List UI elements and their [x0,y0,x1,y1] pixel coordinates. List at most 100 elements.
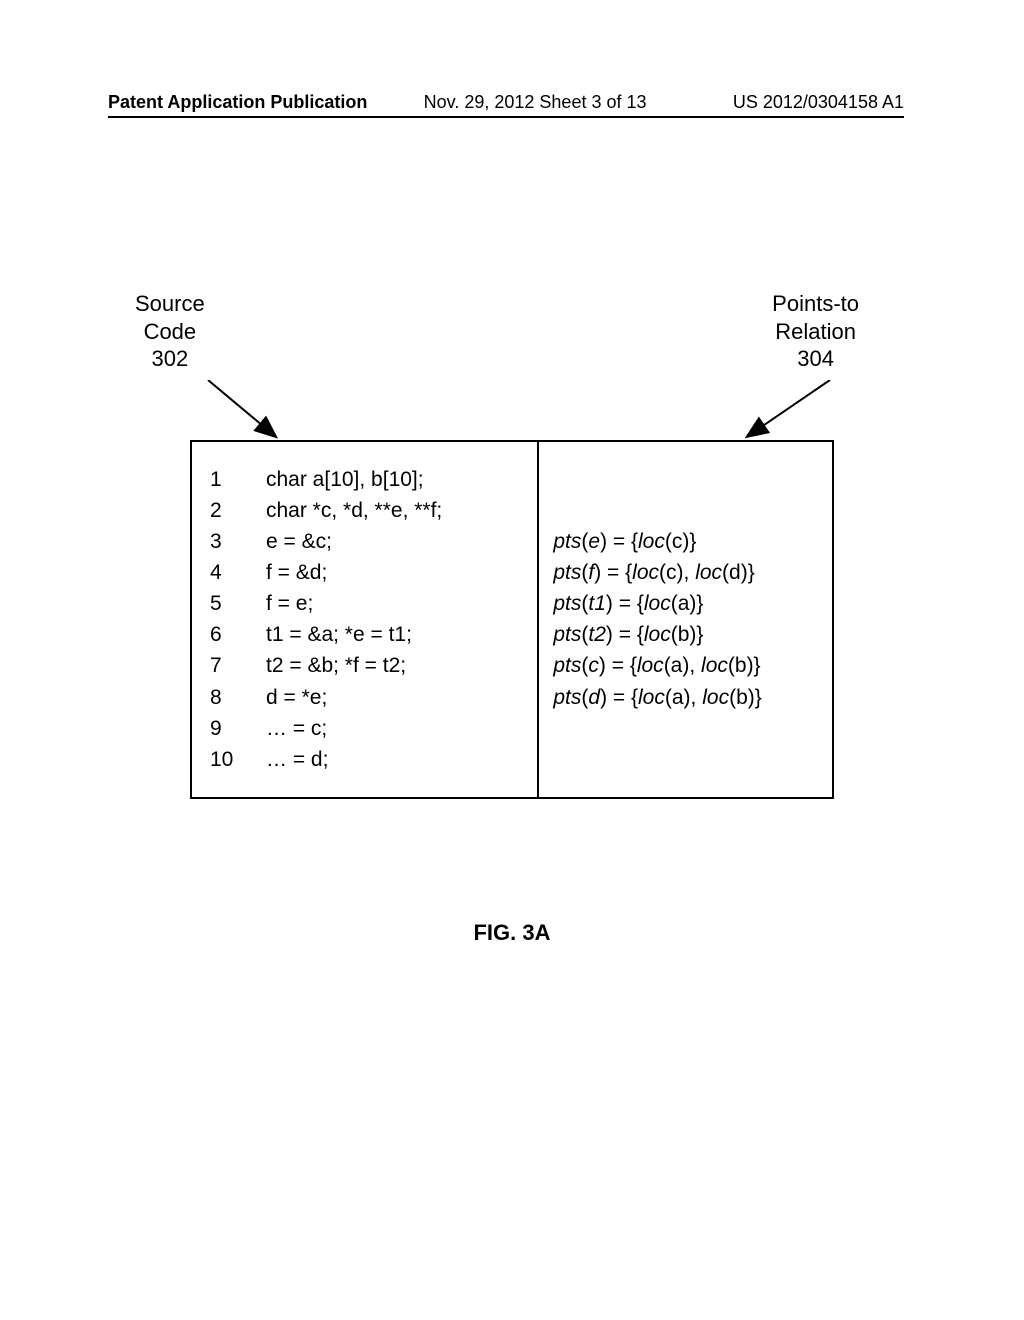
header-rule [108,116,904,118]
page-header: Patent Application Publication Nov. 29, … [0,92,1024,113]
line-number: 2 [210,495,266,526]
paren: ) [606,592,613,615]
pts-line: pts(e) = {loc(c)} [553,526,822,557]
code-text: char a[10], b[10]; [266,464,424,495]
code-text: d = *e; [266,682,327,713]
code-text: e = &c; [266,526,332,557]
loc-fn: loc [644,623,671,646]
loc-arg: (c)} [665,530,697,553]
line-number: 3 [210,526,266,557]
loc-arg: (b)} [671,623,704,646]
pts-fn: pts [553,592,581,615]
loc-arg: (b)} [729,686,762,709]
code-text: f = e; [266,588,313,619]
pts-line: pts(t1) = {loc(a)} [553,588,822,619]
arrow-right [748,380,830,436]
code-line: 6t1 = &a; *e = t1; [210,619,525,650]
pts-fn: pts [553,530,581,553]
pts-var: c [588,654,599,677]
label-text: Code [144,319,197,344]
pts-blank [553,495,822,526]
loc-fn: loc [702,686,729,709]
brace: { [631,686,638,709]
loc-fn: loc [695,561,722,584]
loc-fn: loc [638,530,665,553]
code-text: … = c; [266,713,327,744]
eq: = [601,561,625,584]
code-text: t2 = &b; *f = t2; [266,650,406,681]
eq: = [613,623,637,646]
label-text: Points-to [772,291,859,316]
loc-arg: (a)} [671,592,704,615]
code-text: char *c, *d, **e, **f; [266,495,442,526]
code-line: 3e = &c; [210,526,525,557]
pts-line: pts(c) = {loc(a), loc(b)} [553,650,822,681]
paren: ) [606,623,613,646]
line-number: 6 [210,619,266,650]
label-text: Source [135,291,205,316]
brace: { [637,623,644,646]
brace: { [631,530,638,553]
header-right: US 2012/0304158 A1 [733,92,904,113]
pts-fn: pts [553,654,581,677]
line-number: 5 [210,588,266,619]
label-text: 304 [797,346,834,371]
paren: ) [600,530,607,553]
code-text: f = &d; [266,557,327,588]
points-to-panel: pts(e) = {loc(c)} pts(f) = {loc(c), loc(… [537,442,832,797]
code-line: 8d = *e; [210,682,525,713]
pts-var: t1 [588,592,606,615]
pts-line: pts(d) = {loc(a), loc(b)} [553,682,822,713]
loc-fn: loc [644,592,671,615]
code-line: 9… = c; [210,713,525,744]
brace: { [637,592,644,615]
code-line: 1char a[10], b[10]; [210,464,525,495]
pts-var: t2 [588,623,606,646]
eq: = [607,686,631,709]
header-left: Patent Application Publication [108,92,367,113]
header-center: Nov. 29, 2012 Sheet 3 of 13 [367,92,732,113]
line-number: 4 [210,557,266,588]
loc-arg: (a), [664,654,701,677]
paren: ) [599,654,606,677]
pts-fn: pts [553,623,581,646]
code-line: 5f = e; [210,588,525,619]
figure-caption: FIG. 3A [0,920,1024,946]
eq: = [607,530,631,553]
arrow-left [208,380,275,436]
pts-line: pts(f) = {loc(c), loc(d)} [553,557,822,588]
eq: = [606,654,630,677]
pts-fn: pts [553,686,581,709]
source-code-label: Source Code 302 [135,290,205,373]
pts-var: d [588,686,600,709]
loc-fn: loc [638,686,665,709]
line-number: 7 [210,650,266,681]
pts-line: pts(t2) = {loc(b)} [553,619,822,650]
label-text: 302 [152,346,189,371]
code-text: t1 = &a; *e = t1; [266,619,412,650]
content-box: 1char a[10], b[10]; 2char *c, *d, **e, *… [190,440,834,799]
loc-fn: loc [632,561,659,584]
eq: = [613,592,637,615]
code-text: … = d; [266,744,328,775]
code-line: 10… = d; [210,744,525,775]
line-number: 8 [210,682,266,713]
loc-fn: loc [637,654,664,677]
line-number: 9 [210,713,266,744]
paren: ) [600,686,607,709]
loc-arg: (d)} [722,561,755,584]
pts-var: e [588,530,600,553]
brace: { [630,654,637,677]
code-line: 2char *c, *d, **e, **f; [210,495,525,526]
line-number: 10 [210,744,266,775]
label-text: Relation [775,319,856,344]
loc-fn: loc [701,654,728,677]
code-line: 4f = &d; [210,557,525,588]
code-line: 7t2 = &b; *f = t2; [210,650,525,681]
pts-blank [553,464,822,495]
points-to-label: Points-to Relation 304 [772,290,859,373]
loc-arg: (c), [659,561,695,584]
line-number: 1 [210,464,266,495]
source-code-panel: 1char a[10], b[10]; 2char *c, *d, **e, *… [192,442,537,797]
pts-fn: pts [553,561,581,584]
